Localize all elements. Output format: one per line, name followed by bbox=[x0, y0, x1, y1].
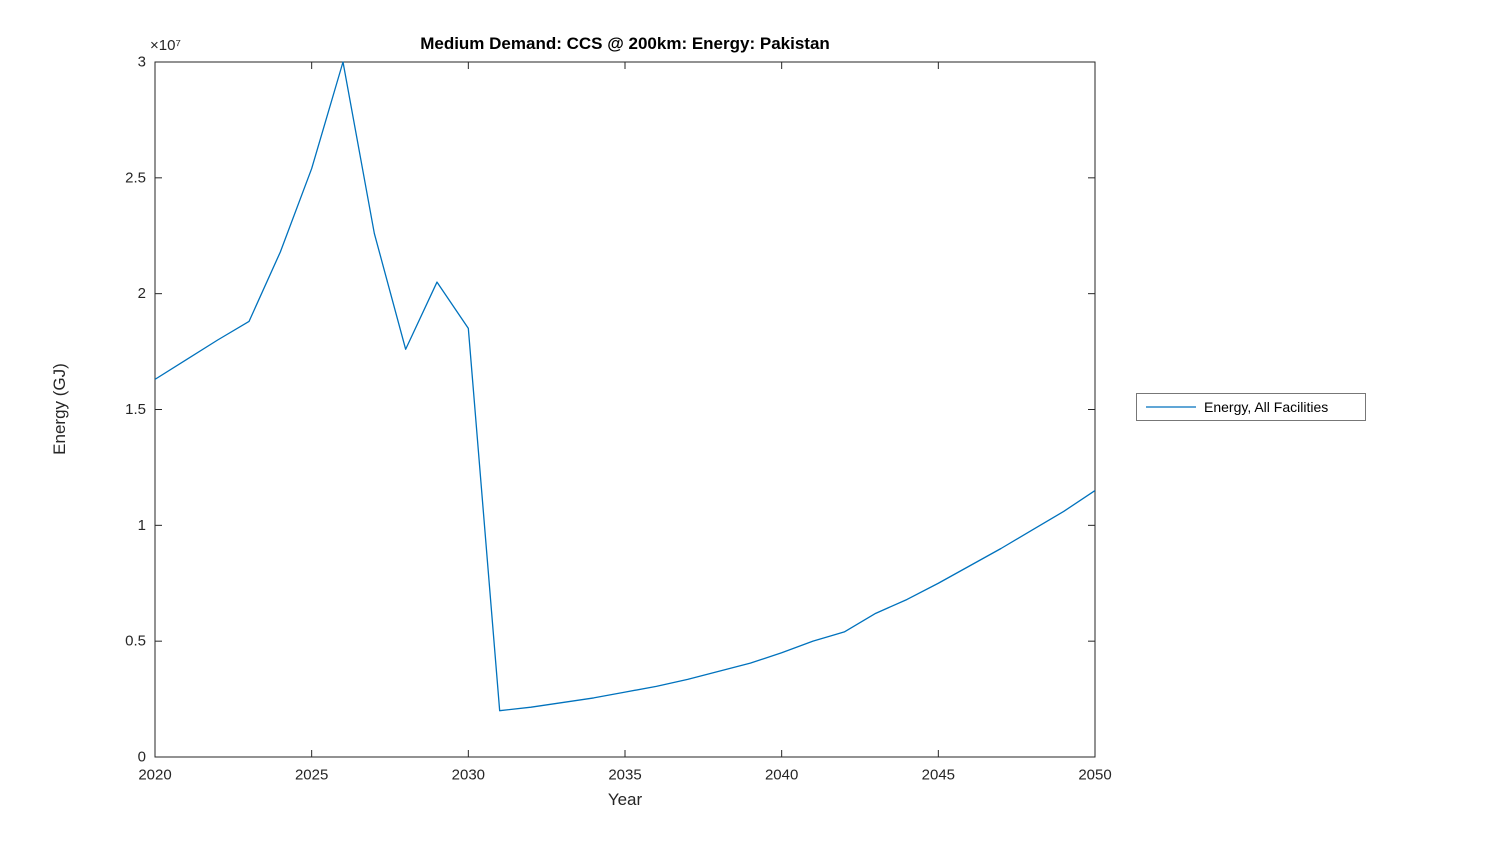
chart-title: Medium Demand: CCS @ 200km: Energy: Paki… bbox=[420, 34, 830, 53]
y-tick-label: 0.5 bbox=[125, 633, 146, 650]
y-tick-label: 1.5 bbox=[125, 401, 146, 418]
x-tick-label: 2020 bbox=[138, 766, 171, 783]
y-tick-label: 1 bbox=[138, 517, 146, 534]
data-line bbox=[155, 61, 1095, 712]
y-tick-label: 3 bbox=[138, 54, 146, 71]
y-tick-label: 0 bbox=[138, 749, 146, 766]
x-tick-label: 2035 bbox=[608, 766, 641, 783]
legend-entry-label: Energy, All Facilities bbox=[1204, 399, 1329, 415]
x-tick-label: 2045 bbox=[922, 766, 955, 783]
y-axis-exponent-label: ×10⁷ bbox=[150, 37, 181, 54]
x-tick-label: 2050 bbox=[1078, 766, 1111, 783]
legend-line-sample bbox=[1146, 406, 1196, 408]
x-tick-label: 2040 bbox=[765, 766, 798, 783]
legend: Energy, All Facilities bbox=[1136, 393, 1366, 421]
y-tick-label: 2.5 bbox=[125, 169, 146, 186]
y-tick-label: 2 bbox=[138, 285, 146, 302]
x-tick-label: 2025 bbox=[295, 766, 328, 783]
x-tick-label: 2030 bbox=[452, 766, 485, 783]
x-axis-label: Year bbox=[607, 790, 643, 809]
axes-box bbox=[154, 61, 1096, 758]
